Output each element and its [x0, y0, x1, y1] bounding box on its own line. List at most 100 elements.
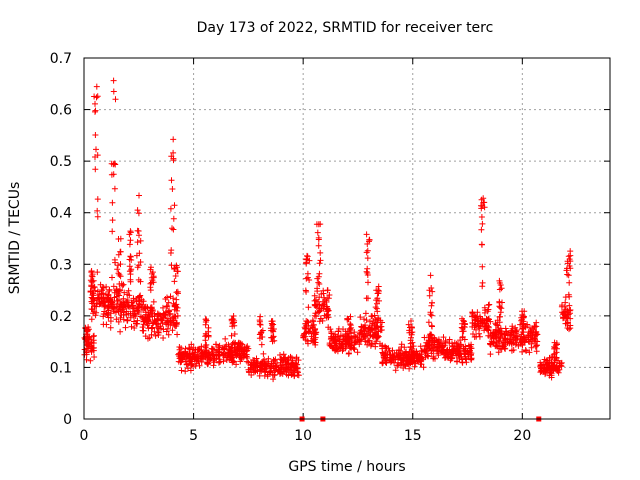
data-point — [127, 228, 134, 235]
data-point — [382, 349, 389, 356]
data-point — [487, 341, 493, 348]
data-point — [402, 349, 409, 356]
data-point — [228, 317, 235, 324]
data-point — [256, 318, 263, 325]
data-point — [135, 210, 142, 217]
data-point — [164, 303, 171, 309]
data-point — [340, 336, 347, 343]
data-point — [333, 337, 340, 344]
data-point — [533, 348, 540, 355]
data-point — [170, 215, 177, 222]
data-point — [253, 363, 260, 370]
data-point — [96, 299, 103, 306]
data-point — [476, 330, 482, 337]
data-point — [447, 357, 454, 364]
data-point — [146, 320, 152, 327]
data-point — [427, 331, 434, 338]
data-point — [479, 279, 486, 286]
data-point — [258, 341, 265, 348]
data-point — [461, 321, 468, 328]
data-point — [532, 338, 539, 345]
data-point — [150, 298, 157, 305]
data-point — [427, 332, 434, 339]
data-point — [323, 312, 330, 319]
data-point — [285, 372, 292, 379]
data-point — [129, 308, 136, 315]
data-point — [103, 283, 110, 290]
data-point — [311, 297, 318, 304]
data-point — [487, 341, 494, 348]
data-point — [136, 192, 142, 199]
data-point — [567, 322, 574, 329]
data-point — [131, 305, 138, 312]
data-point — [275, 368, 282, 375]
data-point — [459, 333, 466, 340]
data-point — [290, 369, 297, 376]
data-point — [348, 342, 355, 349]
data-point — [303, 329, 310, 336]
data-point — [317, 249, 324, 256]
data-point — [380, 354, 387, 361]
data-point — [532, 343, 539, 350]
x-axis-label: GPS time / hours — [288, 459, 405, 475]
data-point — [395, 350, 402, 357]
y-tick-label: 0.4 — [50, 206, 72, 222]
data-point — [313, 296, 319, 303]
data-point — [566, 279, 573, 286]
data-point — [290, 364, 297, 371]
data-point — [365, 337, 372, 344]
data-point — [405, 321, 412, 328]
data-point — [171, 202, 178, 209]
data-point — [302, 287, 309, 294]
data-point — [113, 309, 119, 316]
data-point — [109, 217, 116, 224]
data-point — [316, 270, 323, 277]
data-point — [155, 329, 162, 336]
data-point — [140, 327, 147, 334]
data-point — [479, 241, 485, 248]
data-point — [366, 236, 373, 243]
data-point — [479, 203, 486, 209]
data-point — [332, 331, 339, 338]
data-point — [193, 360, 200, 367]
data-point — [521, 308, 528, 315]
data-point — [92, 108, 98, 115]
data-point — [160, 335, 167, 341]
data-point — [241, 350, 248, 357]
data-point — [482, 324, 489, 330]
data-point — [327, 326, 334, 333]
data-point — [373, 322, 380, 329]
data-point — [537, 359, 544, 366]
data-point — [94, 269, 101, 276]
data-point — [170, 295, 177, 302]
data-point — [312, 329, 319, 336]
data-point — [126, 263, 133, 270]
data-point — [517, 321, 524, 328]
data-point — [428, 350, 435, 357]
data-point — [324, 287, 331, 294]
data-point — [174, 268, 181, 275]
data-point — [440, 334, 447, 341]
data-point — [135, 228, 142, 234]
chart-title: Day 173 of 2022, SRMTID for receiver ter… — [197, 20, 494, 36]
data-point — [520, 318, 527, 325]
data-point — [406, 365, 413, 372]
data-point — [346, 350, 352, 357]
data-point — [479, 263, 486, 270]
data-point — [398, 341, 405, 348]
data-point — [316, 260, 323, 267]
data-point — [264, 371, 271, 378]
data-point — [524, 321, 531, 328]
data-point — [411, 363, 418, 370]
data-point — [172, 273, 179, 279]
data-point — [169, 327, 176, 334]
data-point — [165, 299, 172, 306]
data-point — [533, 330, 540, 337]
data-point — [496, 319, 503, 326]
data-point — [134, 317, 141, 324]
data-point — [121, 304, 128, 311]
data-point — [519, 348, 526, 355]
data-point — [142, 303, 149, 310]
data-point — [205, 333, 212, 340]
data-point — [100, 313, 107, 320]
